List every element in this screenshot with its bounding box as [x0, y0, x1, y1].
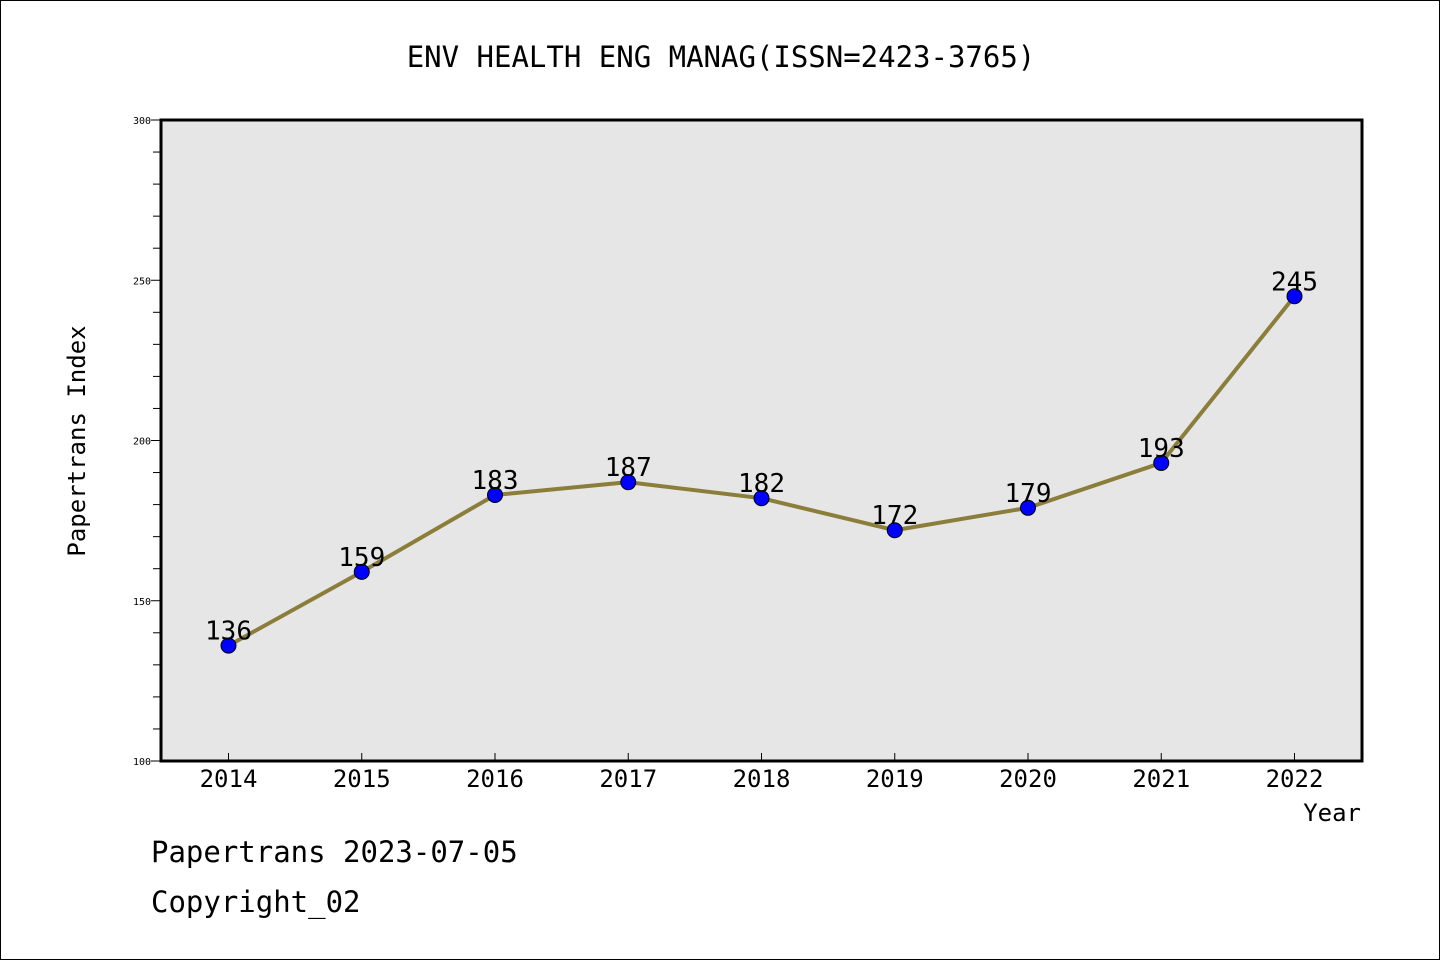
data-point	[1153, 454, 1170, 471]
data-label: 172	[871, 501, 918, 531]
y-tick-label: 150	[133, 597, 151, 608]
data-point	[220, 637, 237, 654]
x-tick-label: 2019	[866, 765, 924, 793]
x-tick-label: 2014	[200, 765, 258, 793]
data-point	[1020, 499, 1036, 516]
data-label: 187	[605, 453, 652, 483]
y-tick-label: 300	[133, 116, 151, 127]
data-label: 245	[1271, 267, 1318, 297]
x-axis-label: Year	[1303, 799, 1361, 827]
data-point	[753, 490, 770, 507]
data-label: 179	[1005, 479, 1052, 509]
data-point	[1286, 288, 1303, 305]
data-label: 182	[738, 469, 785, 499]
x-tick-label: 2018	[733, 765, 791, 793]
data-point	[353, 563, 370, 580]
y-axis-label: Papertrans Index	[63, 325, 91, 556]
y-tick-label: 200	[133, 437, 151, 448]
plot-border	[159, 118, 1364, 763]
y-axis-ticks: 100 150 200 250 300	[133, 116, 161, 768]
data-label: 136	[205, 617, 252, 647]
y-tick-label: 250	[133, 276, 151, 287]
x-tick-label: 2021	[1132, 765, 1190, 793]
series-group: 136 159 183 187 182 172 179 193 245	[205, 267, 1318, 654]
data-label: 183	[472, 466, 519, 496]
y-tick-label: 100	[133, 757, 151, 768]
data-label: 159	[338, 543, 385, 573]
x-axis-ticks: 2014 2015 2016 2017 2018 2019 2020 2021 2022	[200, 753, 1324, 793]
plot-area	[161, 120, 1362, 761]
data-point	[487, 486, 503, 503]
x-tick-label: 2020	[999, 765, 1057, 793]
x-tick-label: 2022	[1266, 765, 1324, 793]
data-point	[886, 522, 903, 539]
data-point	[620, 474, 637, 491]
data-label: 193	[1138, 434, 1185, 464]
x-tick-label: 2015	[333, 765, 391, 793]
chart-title: ENV HEALTH ENG MANAG(ISSN=2423-3765)	[407, 40, 1036, 74]
x-tick-label: 2017	[599, 765, 657, 793]
x-tick-label: 2016	[466, 765, 524, 793]
footer-date-text: Papertrans 2023-07-05	[151, 835, 518, 869]
footer-copyright-text: Copyright_02	[151, 885, 361, 919]
